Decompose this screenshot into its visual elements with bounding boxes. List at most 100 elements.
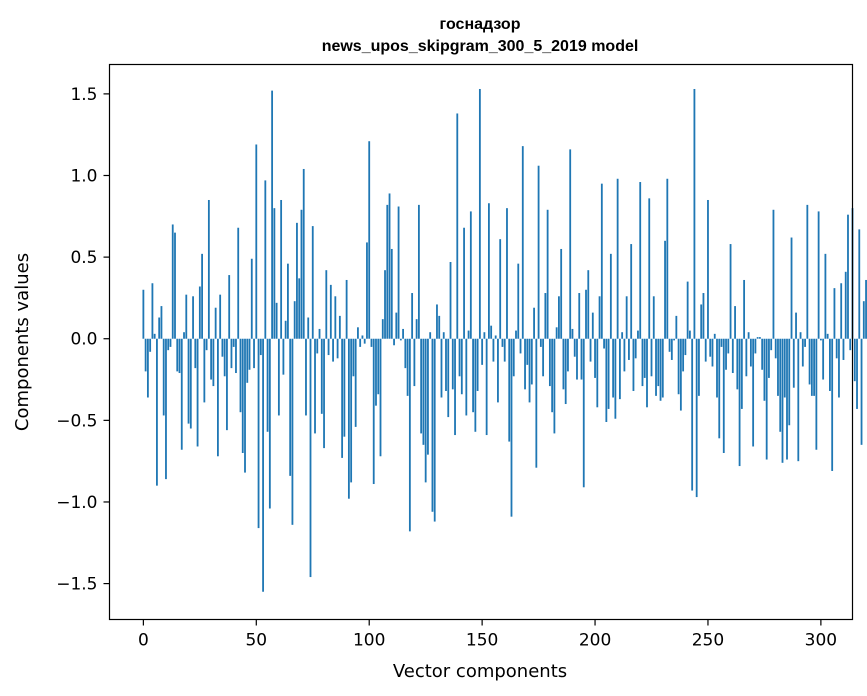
bar-124 [422, 338, 425, 445]
bar-172 [530, 338, 533, 385]
bar-68 [296, 222, 298, 339]
bar-177 [542, 338, 545, 377]
bar-59 [275, 302, 278, 339]
bar-115 [402, 328, 404, 339]
bar-23 [194, 338, 197, 369]
bar-74 [309, 338, 312, 578]
bar-169 [524, 338, 526, 390]
bar-98 [363, 338, 366, 344]
bar-16 [178, 338, 181, 374]
bar-123 [420, 338, 423, 434]
bar-278 [770, 338, 773, 351]
y-tick-label: −1.5 [56, 575, 97, 595]
bar-194 [580, 338, 583, 380]
bar-147 [474, 338, 477, 432]
bar-96 [359, 338, 362, 347]
bar-125 [424, 338, 427, 483]
bar-136 [449, 262, 452, 339]
bar-168 [521, 146, 524, 339]
bar-293 [804, 338, 806, 347]
bar-17 [180, 338, 183, 450]
bar-18 [183, 332, 185, 339]
bar-234 [670, 338, 673, 360]
bar-220 [639, 182, 642, 339]
x-tick-label: 0 [138, 631, 149, 651]
bar-217 [632, 338, 635, 391]
bar-91 [347, 338, 350, 499]
bar-15 [176, 338, 179, 372]
bar-2 [146, 338, 149, 398]
bar-25 [198, 286, 201, 339]
bar-320 [865, 279, 867, 339]
bar-204 [603, 338, 605, 349]
bar-308 [838, 338, 840, 398]
y-axis-label: Components values [12, 253, 33, 431]
x-axis-ticks: 0 50 100 150 200 250 300 [138, 619, 837, 651]
bar-244 [693, 88, 696, 339]
bar-195 [582, 338, 585, 488]
bar-279 [772, 209, 775, 339]
bar-298 [815, 338, 818, 450]
bar-126 [427, 338, 429, 455]
bar-94 [354, 338, 357, 427]
bar-121 [415, 319, 418, 339]
bar-286 [788, 338, 791, 426]
bar-104 [377, 338, 380, 395]
bar-80 [323, 338, 325, 449]
bar-152 [485, 338, 488, 436]
x-tick-label: 250 [692, 631, 724, 651]
bar-205 [605, 338, 608, 422]
bar-184 [558, 296, 560, 339]
bar-239 [682, 338, 685, 372]
bar-247 [700, 304, 703, 339]
bar-30 [210, 338, 213, 380]
bar-251 [709, 338, 712, 357]
bar-31 [212, 338, 215, 387]
bar-114 [399, 338, 402, 341]
bar-4 [151, 283, 154, 339]
bar-142 [463, 227, 465, 339]
bar-159 [501, 338, 504, 347]
bar-158 [499, 239, 502, 339]
y-tick-label: 0.5 [70, 248, 97, 268]
bar-300 [819, 338, 822, 341]
bar-291 [799, 332, 802, 339]
bar-89 [343, 338, 346, 437]
bar-192 [576, 338, 578, 380]
bar-208 [612, 338, 615, 398]
bar-269 [749, 338, 752, 367]
bar-106 [381, 319, 384, 339]
bar-176 [539, 338, 542, 347]
bar-13 [171, 224, 174, 339]
bar-203 [600, 183, 603, 339]
bar-113 [397, 206, 400, 339]
x-tick-label: 300 [805, 631, 837, 651]
bar-181 [551, 338, 554, 413]
bar-187 [564, 338, 567, 405]
bar-186 [562, 338, 565, 390]
bar-229 [659, 338, 662, 401]
bar-90 [345, 279, 348, 339]
bar-86 [336, 338, 339, 359]
bar-260 [729, 244, 732, 339]
bar-307 [835, 338, 838, 359]
bar-103 [375, 338, 377, 406]
bar-128 [431, 338, 434, 512]
bar-236 [675, 315, 678, 339]
bar-193 [578, 293, 581, 339]
bar-202 [598, 296, 601, 339]
y-tick-label: 0.0 [70, 330, 97, 350]
bar-292 [801, 338, 804, 367]
bar-280 [774, 338, 777, 359]
bar-174 [535, 338, 538, 468]
bar-72 [305, 338, 307, 416]
bar-22 [192, 296, 194, 339]
bar-274 [761, 338, 764, 370]
bar-127 [429, 332, 432, 339]
bar-183 [555, 327, 558, 339]
bar-108 [386, 204, 389, 339]
bar-146 [472, 338, 474, 413]
bar-288 [792, 338, 795, 388]
bar-12 [169, 338, 172, 347]
bar-143 [465, 338, 468, 416]
